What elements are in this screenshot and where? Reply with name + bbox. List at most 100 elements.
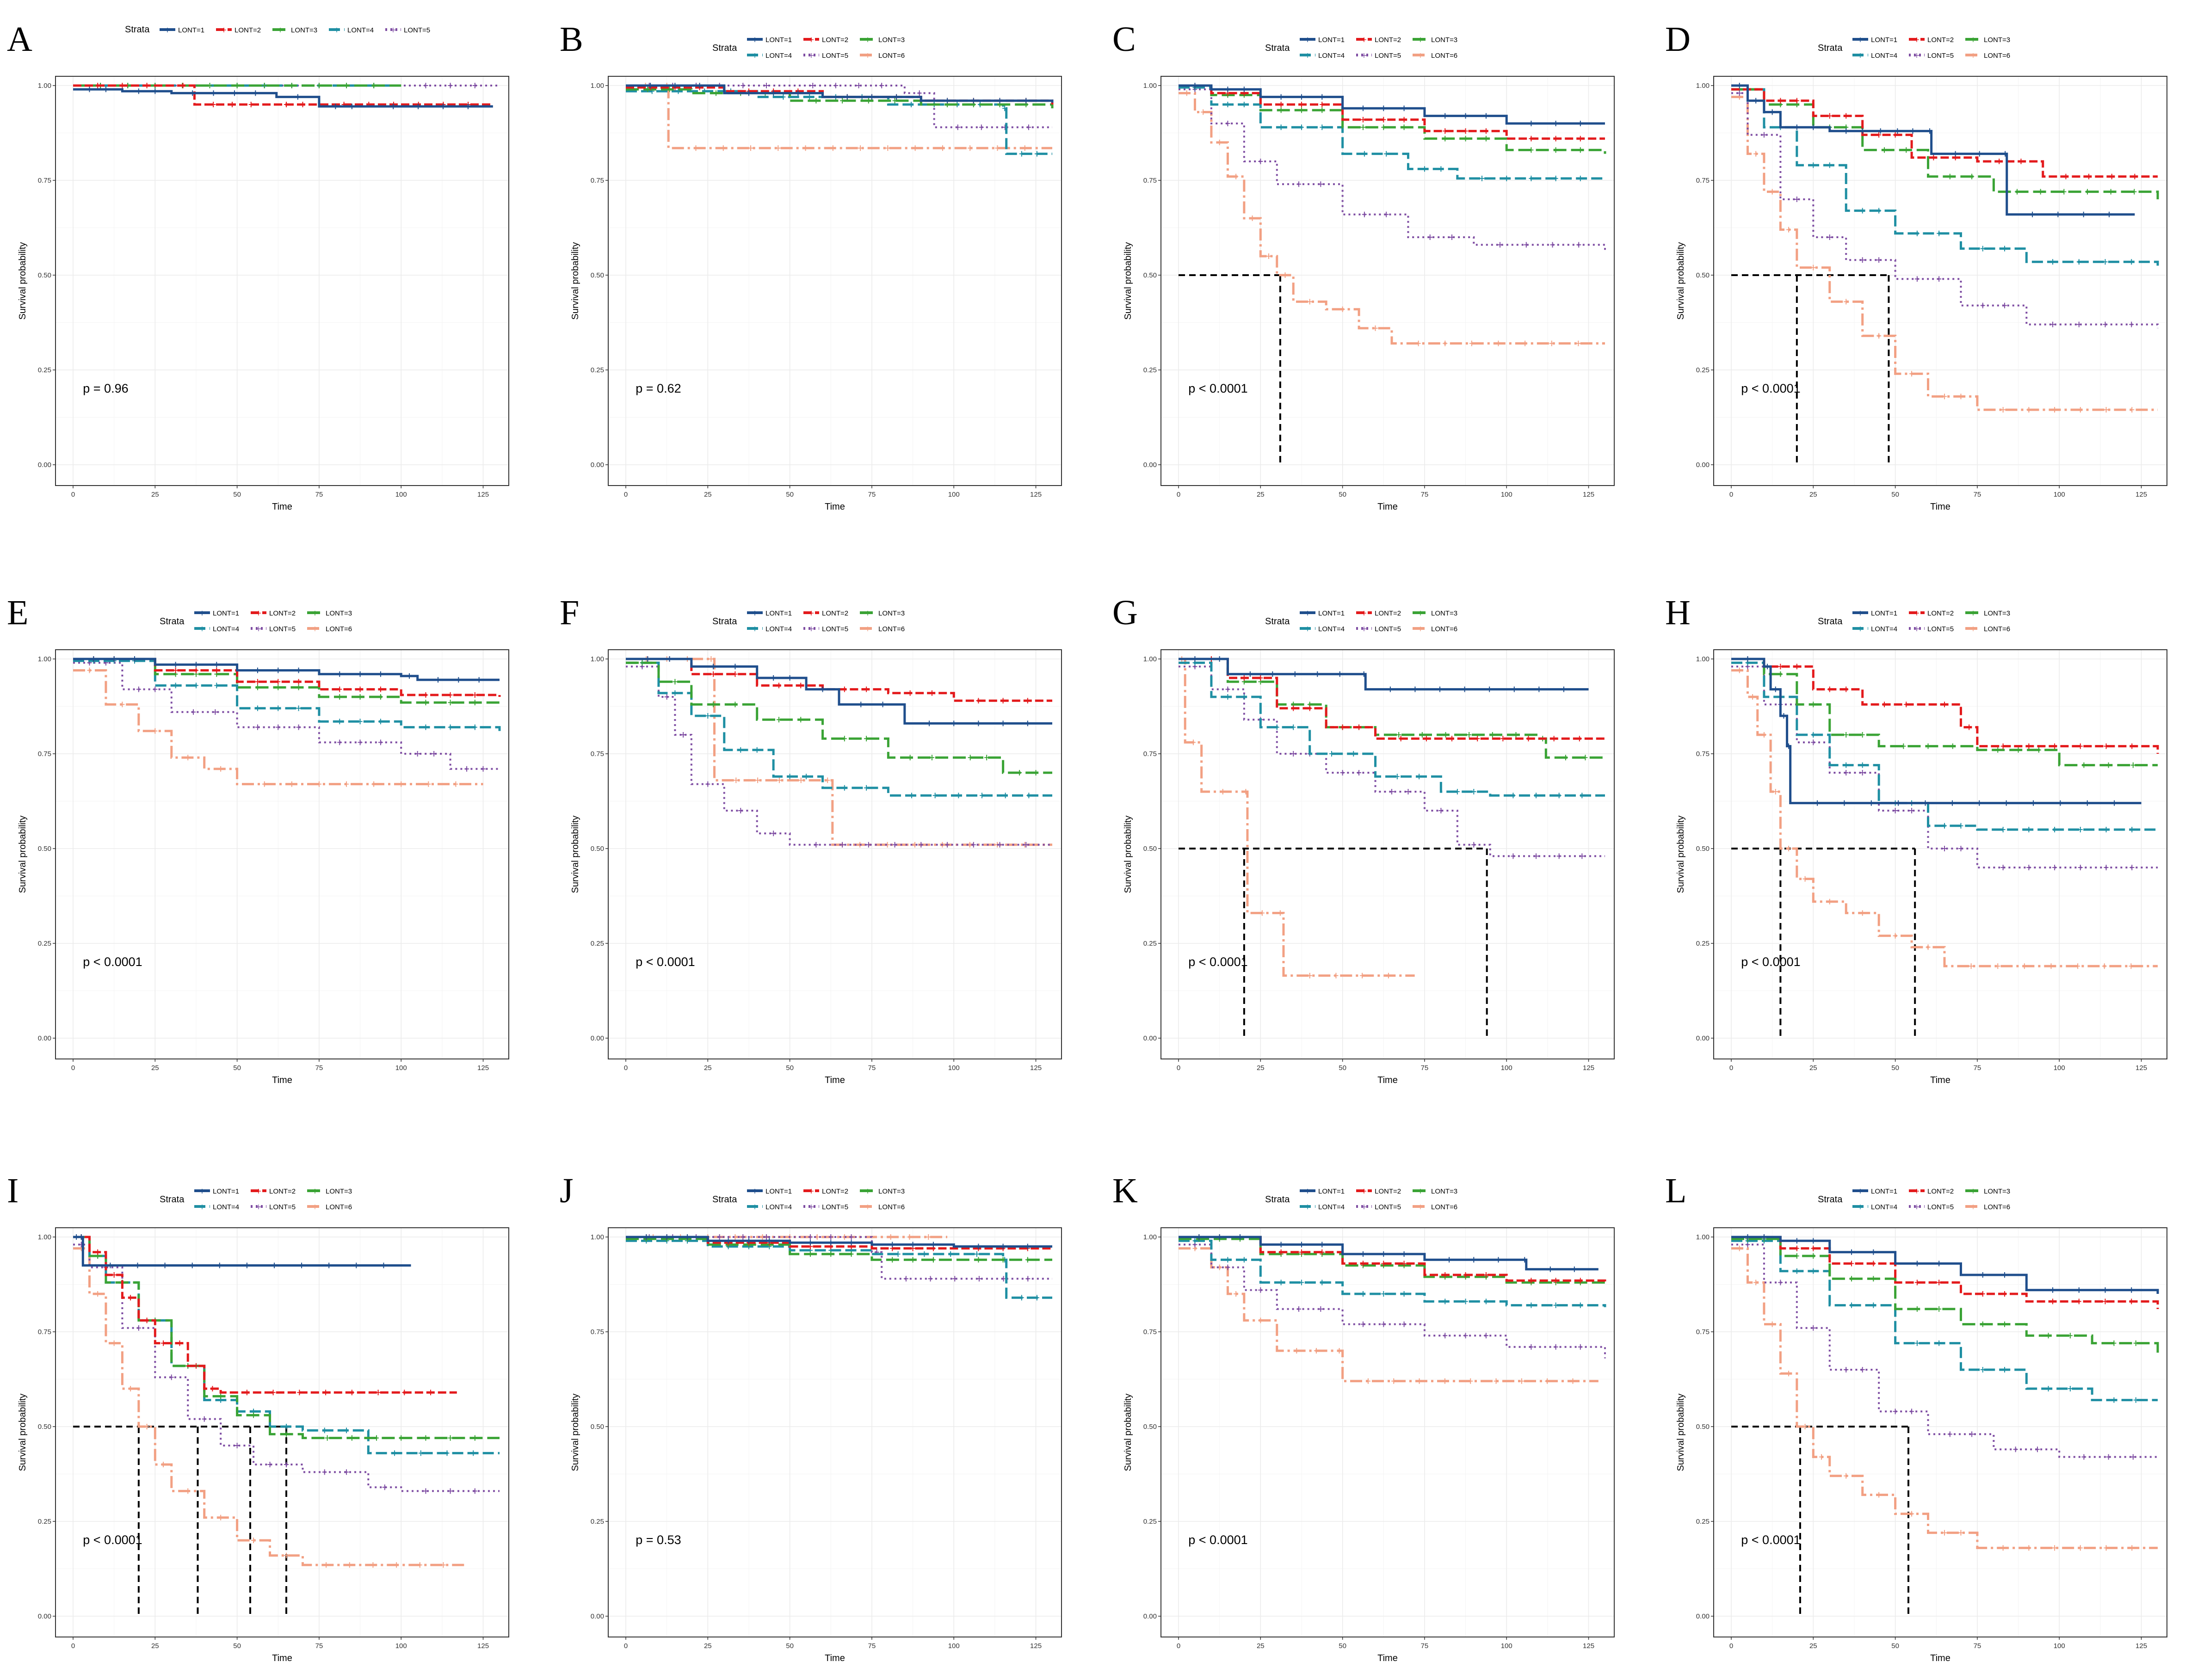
legend-item: + LONT=2	[1356, 609, 1401, 617]
censor-mark	[1580, 853, 1585, 859]
survival-curve-lont-3	[626, 1237, 1052, 1261]
median-lines	[1179, 274, 1281, 465]
censor-mark	[711, 664, 716, 670]
x-tick-label: 100	[395, 491, 407, 498]
censor-mark	[448, 83, 453, 88]
y-tick-label: 0.00	[1143, 1612, 1157, 1620]
legend-label: LONT=3	[1431, 36, 1457, 44]
censor-mark	[2004, 800, 2009, 806]
censor-mark	[1811, 739, 1816, 745]
panel-b: B Strata + LONT=1 + LONT=2 + LONT=3 + LONT=4 + LONT…	[560, 20, 1062, 512]
censor-mark	[1398, 736, 1403, 742]
censor-mark	[1002, 105, 1007, 111]
panel-k: K Strata + LONT=1 + LONT=2 + LONT=3 + LONT=4 + LONT…	[1112, 1171, 1615, 1663]
censor-mark	[144, 83, 149, 88]
censor-mark	[441, 1562, 446, 1568]
censor-mark	[284, 1431, 289, 1437]
censor-mark	[1220, 789, 1225, 794]
censor-mark	[808, 1234, 813, 1240]
censor-marks	[643, 83, 1027, 151]
censor-mark	[879, 83, 884, 88]
legend-label: LONT=5	[1375, 1203, 1401, 1211]
censor-mark	[120, 702, 125, 708]
legend-item: + LONT=4	[1300, 51, 1345, 60]
censor-mark	[798, 683, 803, 689]
legend-censor-mark: +	[864, 1187, 870, 1195]
panel-c: C Strata + LONT=1 + LONT=2 + LONT=3 + LONT=4 + LONT…	[1112, 20, 1615, 512]
censor-mark	[1340, 770, 1345, 775]
y-tick-label: 0.50	[38, 1423, 51, 1431]
legend-label: LONT=1	[1318, 609, 1345, 617]
censor-mark	[697, 83, 702, 88]
censor-mark	[1217, 1234, 1222, 1240]
legend-label: LONT=1	[213, 1188, 239, 1195]
censor-mark	[1365, 1378, 1370, 1384]
censor-marks	[640, 664, 1029, 848]
x-tick-label: 0	[624, 1642, 628, 1650]
censor-mark	[423, 724, 428, 730]
censor-mark	[2049, 963, 2054, 969]
legend-item: + LONT=2	[803, 1187, 848, 1195]
legend-censor-mark: +	[255, 1202, 261, 1211]
censor-mark	[1556, 853, 1562, 859]
x-tick-label: 125	[1583, 1642, 1594, 1650]
censor-mark	[1580, 793, 1585, 799]
legend-label: LONT=1	[765, 36, 792, 44]
censor-mark	[644, 1234, 649, 1240]
censor-mark	[128, 1295, 133, 1301]
censor-marks	[1737, 667, 2134, 969]
censor-mark	[185, 1488, 191, 1494]
censor-mark	[830, 145, 835, 151]
x-tick-label: 0	[1177, 1642, 1180, 1650]
censor-mark	[1980, 1291, 1985, 1297]
censor-mark	[1381, 117, 1386, 123]
censor-mark	[472, 83, 477, 88]
legend-item: + LONT=4	[1852, 624, 1897, 633]
censor-mark	[1266, 253, 1271, 259]
survival-curve-lont-2	[73, 1236, 457, 1394]
censor-mark	[169, 1374, 174, 1380]
censor-mark	[2108, 189, 2113, 195]
censor-mark	[1401, 105, 1407, 111]
legend-label: LONT=1	[1871, 36, 1897, 44]
y-axis: 0.00 0.25 0.50 0.75 1.00	[591, 82, 608, 469]
x-tick-label: 25	[704, 1642, 712, 1650]
legend-censor-mark: +	[1417, 624, 1423, 633]
censor-mark	[2050, 259, 2055, 265]
legend-label: LONT=3	[291, 26, 317, 34]
censor-mark	[2002, 246, 2007, 252]
censor-mark	[296, 679, 301, 685]
censor-mark	[2129, 827, 2135, 832]
censor-mark	[645, 656, 650, 662]
legend: Strata + LONT=1 + LONT=2 + LONT=3 + LONT=4 + LONT=…	[125, 25, 430, 35]
censor-mark	[1995, 963, 2000, 969]
censor-mark	[1523, 340, 1528, 346]
censor-mark	[952, 1276, 957, 1282]
panel-g: G Strata + LONT=1 + LONT=2 + LONT=3 + LONT=4 + LONT…	[1112, 593, 1615, 1085]
legend-item: + LONT=4	[1852, 1202, 1897, 1211]
x-tick-label: 100	[1501, 1642, 1512, 1650]
censor-mark	[787, 774, 792, 780]
censor-mark	[1519, 1378, 1524, 1384]
x-axis-title: Time	[1377, 1075, 1398, 1085]
censor-mark	[337, 671, 342, 677]
censor-mark	[2129, 963, 2134, 969]
censor-mark	[2129, 743, 2135, 749]
legend-censor-mark: +	[808, 624, 814, 633]
censor-mark	[2081, 1454, 2086, 1460]
censor-mark	[407, 673, 412, 679]
survival-curve-lont-1	[73, 658, 500, 681]
x-axis-title: Time	[1930, 1075, 1950, 1085]
grid	[1161, 650, 1614, 1059]
censor-marks	[1745, 1234, 2134, 1293]
censor-marks	[1192, 83, 1583, 153]
censor-mark	[1576, 340, 1581, 346]
censor-mark	[428, 1390, 433, 1396]
legend-label: LONT=6	[326, 625, 352, 633]
censor-mark	[284, 1552, 289, 1558]
censor-mark	[2132, 173, 2137, 179]
legend-censor-mark: +	[1970, 1187, 1976, 1195]
censor-mark	[1318, 1306, 1323, 1312]
censor-marks	[1184, 90, 1581, 346]
survival-curve-lont-6	[626, 658, 1052, 846]
